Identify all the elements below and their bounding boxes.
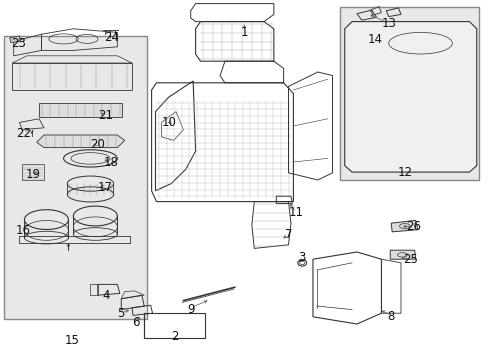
Polygon shape <box>390 220 417 232</box>
Polygon shape <box>389 250 415 259</box>
Text: 9: 9 <box>186 303 194 316</box>
Polygon shape <box>344 22 476 172</box>
Text: 12: 12 <box>397 166 411 179</box>
Text: 15: 15 <box>65 334 80 347</box>
Bar <box>4 36 146 319</box>
Text: 18: 18 <box>104 156 119 168</box>
Text: 23: 23 <box>11 37 26 50</box>
Polygon shape <box>37 135 124 148</box>
Text: 2: 2 <box>171 330 179 343</box>
Text: 14: 14 <box>367 33 382 46</box>
Text: 19: 19 <box>26 168 41 181</box>
Polygon shape <box>10 36 20 42</box>
Text: 25: 25 <box>403 253 417 266</box>
Text: 7: 7 <box>284 228 292 240</box>
Text: 16: 16 <box>16 224 31 237</box>
Text: 22: 22 <box>16 127 31 140</box>
Text: 4: 4 <box>102 289 110 302</box>
Text: 8: 8 <box>386 310 394 323</box>
Polygon shape <box>39 103 122 117</box>
Text: 17: 17 <box>98 181 112 194</box>
Text: 10: 10 <box>161 116 176 129</box>
Text: 3: 3 <box>298 251 305 264</box>
Text: 26: 26 <box>405 220 420 233</box>
Text: 21: 21 <box>98 109 112 122</box>
Text: 13: 13 <box>381 17 395 30</box>
Text: 11: 11 <box>288 206 303 219</box>
Text: 1: 1 <box>240 26 248 39</box>
Text: 6: 6 <box>132 316 140 329</box>
Text: 24: 24 <box>104 31 119 44</box>
Text: 20: 20 <box>90 138 105 150</box>
Text: 5: 5 <box>117 307 125 320</box>
Bar <box>339 7 478 180</box>
